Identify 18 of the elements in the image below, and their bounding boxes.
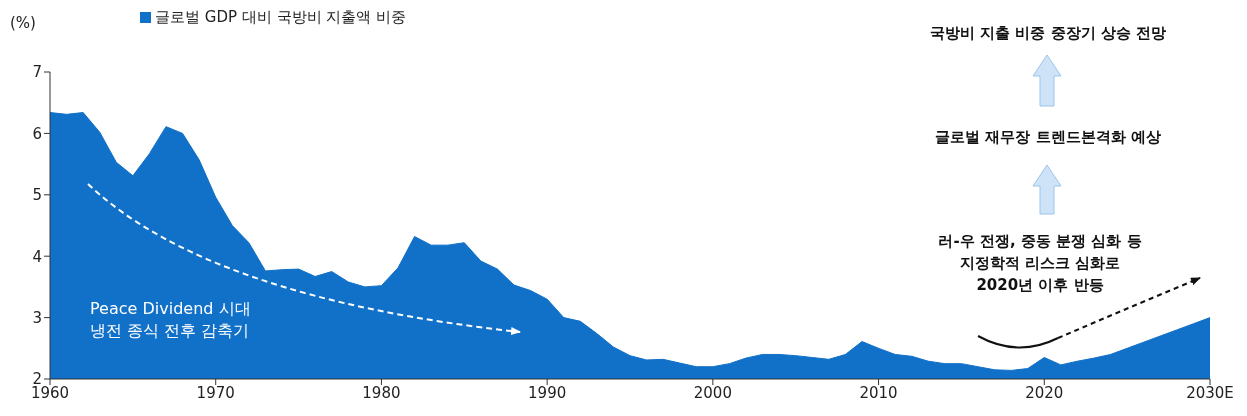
x-tick-label: 1980: [362, 383, 401, 402]
y-tick-label: 6: [32, 124, 42, 143]
text: 국방비 지출 비중 중장기 상승 전망: [928, 23, 1168, 44]
y-tick-label: 4: [32, 247, 42, 266]
y-tick-label: 3: [32, 308, 42, 327]
annotation: 글로벌 재무장 트렌드본격화 예상: [934, 127, 1162, 148]
y-tick-label: 5: [32, 186, 42, 205]
annotation: Peace Dividend 시대 냉전 종식 전후 감축기: [90, 298, 251, 342]
x-tick-label: 2030E: [1186, 383, 1234, 402]
y-axis-title: (%): [10, 14, 36, 32]
x-tick-label: 1990: [528, 383, 567, 402]
annotation: 러-우 전쟁, 중동 분쟁 심화 등 지정학적 리스크 심화로 2020년 이후 반등: [937, 231, 1143, 296]
x-tick-label: 1970: [196, 383, 235, 402]
y-tick-label: 7: [32, 63, 42, 82]
legend-label: 글로벌 GDP 대비 국방비 지출액 비중: [155, 8, 407, 26]
x-tick-label: 2020: [1025, 383, 1064, 402]
x-tick-label: 2010: [859, 383, 898, 402]
x-tick-label: 2000: [693, 383, 732, 402]
